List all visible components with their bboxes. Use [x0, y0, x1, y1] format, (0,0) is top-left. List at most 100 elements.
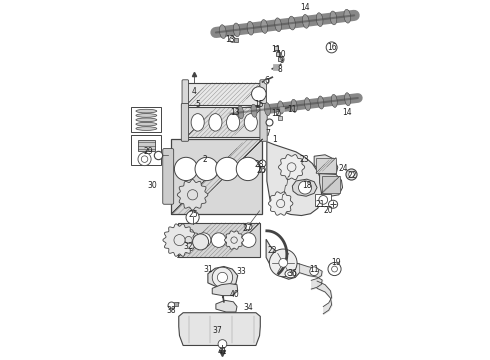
Ellipse shape: [328, 200, 338, 208]
FancyBboxPatch shape: [182, 80, 189, 108]
Ellipse shape: [226, 114, 240, 131]
Text: 6: 6: [265, 76, 270, 85]
Circle shape: [138, 153, 151, 166]
Circle shape: [298, 181, 312, 194]
Circle shape: [310, 267, 318, 276]
Ellipse shape: [136, 109, 157, 113]
Text: 36: 36: [288, 269, 297, 278]
Polygon shape: [208, 266, 238, 287]
Text: 10: 10: [276, 50, 286, 59]
Circle shape: [193, 234, 209, 250]
Polygon shape: [179, 313, 260, 346]
Ellipse shape: [318, 96, 324, 109]
Ellipse shape: [344, 9, 351, 23]
Bar: [131, 135, 161, 165]
Ellipse shape: [136, 118, 157, 122]
Text: 26: 26: [257, 166, 267, 175]
Polygon shape: [224, 231, 244, 249]
Circle shape: [196, 233, 211, 247]
Circle shape: [212, 267, 233, 288]
Text: 14: 14: [342, 108, 352, 117]
Text: 14: 14: [300, 3, 310, 12]
Text: 15: 15: [254, 100, 264, 109]
Circle shape: [195, 157, 219, 181]
Circle shape: [332, 266, 338, 272]
Ellipse shape: [278, 101, 284, 114]
Text: 22: 22: [267, 246, 277, 255]
Ellipse shape: [136, 114, 157, 117]
Ellipse shape: [191, 114, 204, 131]
Text: 16: 16: [327, 42, 337, 51]
Ellipse shape: [233, 23, 240, 37]
Text: 4: 4: [192, 87, 196, 96]
Polygon shape: [216, 300, 237, 312]
Circle shape: [236, 157, 260, 181]
Ellipse shape: [330, 11, 337, 25]
Text: 31: 31: [203, 265, 213, 274]
Text: 11: 11: [309, 265, 319, 274]
Text: 11: 11: [287, 105, 296, 114]
Text: 23: 23: [299, 155, 309, 164]
Circle shape: [242, 233, 256, 247]
Text: 40: 40: [229, 290, 239, 299]
Ellipse shape: [136, 127, 157, 130]
Ellipse shape: [247, 21, 254, 35]
Circle shape: [276, 199, 285, 208]
Text: 29: 29: [144, 147, 153, 156]
Text: 30: 30: [147, 181, 157, 190]
Text: 9: 9: [280, 57, 285, 66]
Ellipse shape: [289, 16, 295, 30]
Polygon shape: [278, 154, 305, 180]
Text: 1: 1: [272, 135, 276, 144]
Text: 33: 33: [237, 267, 246, 276]
FancyBboxPatch shape: [163, 149, 173, 204]
Polygon shape: [269, 192, 293, 215]
Text: 5: 5: [195, 100, 200, 109]
Ellipse shape: [331, 94, 337, 107]
Circle shape: [231, 237, 237, 243]
Ellipse shape: [245, 114, 257, 131]
Polygon shape: [163, 224, 196, 256]
Text: 24: 24: [339, 164, 348, 173]
Polygon shape: [267, 141, 321, 216]
Bar: [316, 158, 336, 173]
Ellipse shape: [220, 25, 226, 39]
Bar: [178, 223, 260, 257]
Circle shape: [328, 262, 341, 276]
Circle shape: [226, 233, 241, 247]
Polygon shape: [314, 155, 338, 177]
Polygon shape: [177, 180, 208, 210]
Circle shape: [188, 190, 197, 200]
Ellipse shape: [285, 270, 296, 278]
Ellipse shape: [344, 93, 351, 106]
Circle shape: [181, 233, 196, 247]
FancyBboxPatch shape: [260, 80, 267, 108]
Text: 13: 13: [225, 35, 235, 44]
Text: 28: 28: [255, 160, 264, 169]
Polygon shape: [212, 284, 238, 296]
Text: 2: 2: [202, 155, 207, 164]
Text: 7: 7: [265, 129, 270, 138]
Circle shape: [216, 157, 239, 181]
Ellipse shape: [291, 99, 297, 112]
Ellipse shape: [275, 18, 281, 32]
Text: 21: 21: [316, 200, 325, 209]
Text: 25: 25: [189, 210, 198, 219]
Bar: [186, 83, 263, 105]
Bar: [138, 140, 155, 151]
Ellipse shape: [136, 122, 157, 126]
Bar: [131, 107, 161, 132]
Circle shape: [174, 235, 185, 246]
Circle shape: [287, 163, 296, 171]
Ellipse shape: [265, 103, 270, 116]
Text: 18: 18: [302, 181, 312, 190]
Text: 12: 12: [271, 109, 281, 118]
FancyBboxPatch shape: [315, 194, 331, 206]
Circle shape: [326, 42, 337, 53]
Text: 11: 11: [271, 45, 281, 54]
Text: 22: 22: [347, 171, 357, 180]
Text: 20: 20: [324, 206, 334, 215]
Polygon shape: [293, 179, 317, 196]
Text: 34: 34: [244, 303, 253, 312]
Circle shape: [319, 195, 328, 204]
